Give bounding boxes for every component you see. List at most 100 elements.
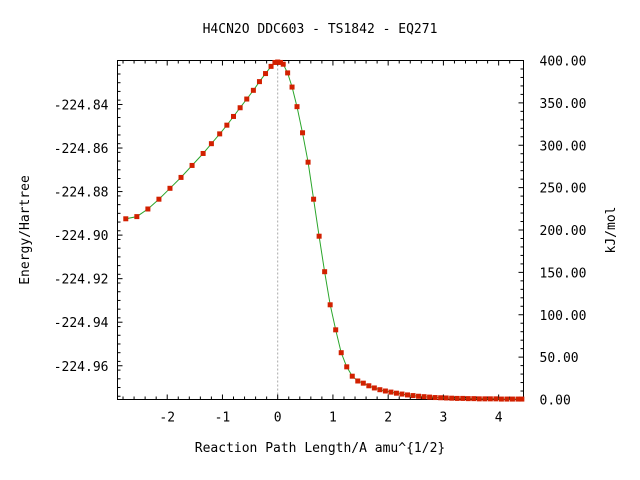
- data-point: [515, 396, 521, 402]
- plot-frame: [117, 60, 524, 400]
- y-tick-label: -224.86: [54, 142, 109, 157]
- series-points-group: [123, 59, 525, 402]
- x-axis-label: Reaction Path Length/A amu^{1/2}: [195, 441, 445, 456]
- x-tick-label: 4: [495, 411, 503, 426]
- y-tick-label: -224.92: [54, 273, 109, 288]
- x-axis-ticks: -2 -1 0 1 2 3 4: [159, 60, 503, 426]
- data-point: [244, 96, 250, 102]
- data-point: [349, 373, 355, 379]
- data-point: [208, 141, 214, 147]
- y2-tick-label: 150.00: [540, 266, 587, 281]
- data-point: [300, 130, 306, 136]
- data-point: [487, 396, 493, 402]
- data-point: [275, 59, 281, 65]
- y2-tick-label: 400.00: [540, 55, 587, 70]
- data-point: [189, 162, 195, 168]
- data-point: [460, 395, 466, 401]
- y-tick-label: -224.94: [54, 316, 109, 331]
- data-point: [272, 59, 278, 65]
- data-point: [493, 396, 499, 402]
- data-point: [277, 59, 283, 65]
- chart-title: H4CN2O DDC603 - TS1842 - EQ271: [203, 22, 438, 37]
- y-axis-ticks: -224.84 -224.86 -224.88 -224.90 -224.92 -224.…: [54, 98, 123, 375]
- data-point: [311, 196, 317, 202]
- x-tick-label: -1: [215, 411, 231, 426]
- data-point: [427, 394, 433, 400]
- series-line-group: [125, 61, 522, 400]
- data-point: [224, 122, 230, 128]
- data-point: [322, 269, 328, 275]
- data-point: [333, 327, 339, 333]
- data-point: [366, 383, 372, 389]
- data-point: [388, 389, 394, 395]
- y-axis-label: Energy/Hartree: [18, 175, 33, 285]
- data-point: [519, 396, 525, 402]
- data-point: [256, 79, 262, 85]
- data-point: [482, 396, 488, 402]
- y2-axis-ticks: 400.00 350.00 300.00 250.00 200.00 150.00 100.…: [518, 55, 587, 409]
- y2-tick-label: 100.00: [540, 309, 587, 324]
- data-point: [178, 174, 184, 180]
- data-point: [504, 396, 510, 402]
- data-point: [344, 364, 350, 370]
- data-point: [498, 396, 504, 402]
- data-point: [399, 391, 405, 397]
- data-point: [217, 131, 223, 137]
- data-point: [509, 396, 515, 402]
- data-point: [285, 70, 291, 76]
- data-point: [167, 185, 173, 191]
- data-point: [268, 63, 274, 69]
- data-point: [421, 394, 427, 400]
- data-point: [371, 385, 377, 391]
- data-point: [432, 395, 438, 401]
- y2-tick-label: 200.00: [540, 224, 587, 239]
- data-point: [465, 396, 471, 402]
- y2-tick-label: 0.00: [540, 394, 571, 409]
- data-point: [405, 392, 410, 398]
- data-point: [156, 196, 162, 202]
- y-tick-label: -224.84: [54, 98, 109, 113]
- data-point: [289, 84, 295, 90]
- data-point: [305, 159, 311, 165]
- data-point: [200, 150, 206, 156]
- data-point: [316, 233, 322, 239]
- data-point: [263, 71, 269, 77]
- data-point: [123, 216, 129, 222]
- data-point: [338, 350, 344, 356]
- x-tick-label: 3: [439, 411, 447, 426]
- y2-tick-label: 50.00: [540, 351, 579, 366]
- data-point: [134, 214, 140, 220]
- data-point: [471, 396, 477, 402]
- data-point: [438, 395, 444, 401]
- x-tick-label: 0: [274, 411, 282, 426]
- data-point: [231, 113, 236, 119]
- data-point: [454, 395, 460, 401]
- minor-ticks: [117, 60, 524, 400]
- x-tick-label: 2: [384, 411, 392, 426]
- y2-tick-label: 350.00: [540, 97, 587, 112]
- data-point: [393, 390, 399, 396]
- data-point: [237, 105, 243, 111]
- data-point: [294, 104, 300, 110]
- x-tick-label: -2: [159, 411, 175, 426]
- data-point: [382, 388, 388, 394]
- y2-tick-label: 250.00: [540, 182, 587, 197]
- y-tick-label: -224.96: [54, 360, 109, 375]
- data-point: [250, 87, 256, 93]
- data-point: [449, 395, 455, 401]
- data-point: [476, 396, 482, 402]
- y2-tick-label: 300.00: [540, 139, 587, 154]
- data-point: [327, 302, 333, 308]
- data-point: [410, 393, 416, 399]
- energy-curve: [125, 61, 522, 400]
- data-point: [145, 206, 151, 212]
- data-point: [377, 387, 383, 393]
- data-point: [443, 395, 449, 401]
- data-point: [416, 393, 422, 399]
- y2-axis-label: kJ/mol: [604, 207, 619, 254]
- data-point: [360, 380, 366, 386]
- x-tick-label: 1: [329, 411, 337, 426]
- y-tick-label: -224.88: [54, 186, 109, 201]
- data-point: [280, 61, 286, 67]
